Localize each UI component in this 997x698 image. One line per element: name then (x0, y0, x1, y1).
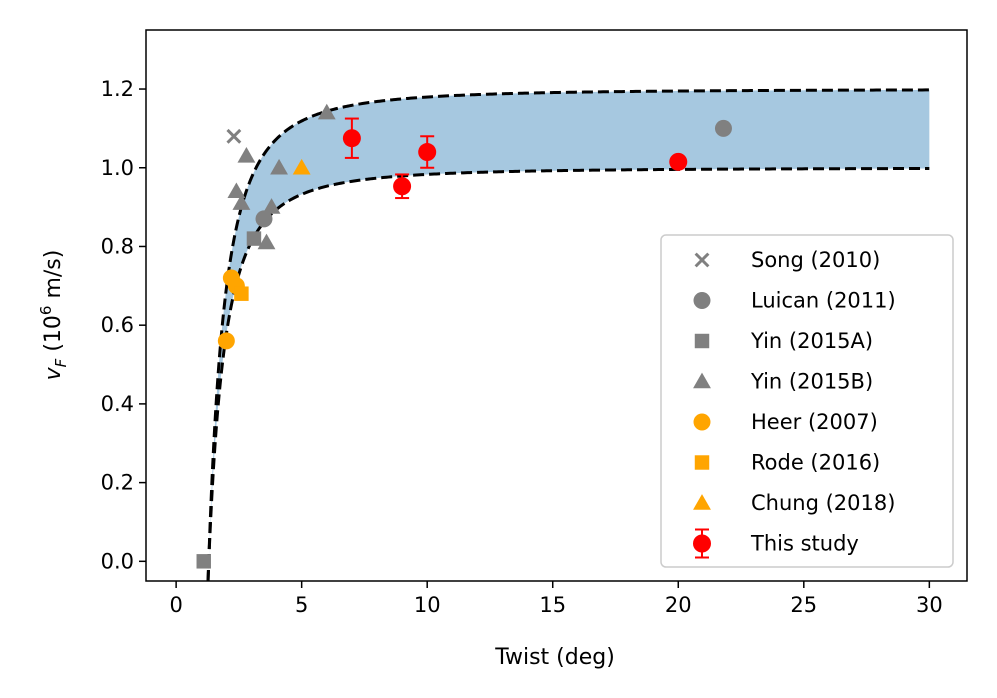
legend-label: Chung (2018) (751, 491, 895, 515)
y-tick-label: 0.4 (101, 392, 134, 416)
data-point (217, 332, 235, 350)
y-axis-title-symbol: v (41, 366, 66, 380)
data-point (232, 194, 251, 210)
y-tick-label: 1.0 (101, 156, 134, 180)
legend-label: Yin (2015B) (750, 370, 873, 394)
data-point (342, 129, 361, 148)
x-tick-label: 5 (295, 593, 308, 617)
plot-area (196, 88, 930, 582)
legend-box (660, 234, 954, 568)
series-5 (234, 286, 249, 301)
band-fill (207, 89, 930, 582)
x-tick-label: 0 (169, 593, 182, 617)
data-point (255, 210, 273, 228)
series-7 (342, 117, 688, 200)
legend-label: This study (750, 532, 859, 556)
data-point (226, 128, 242, 144)
legend-label: Luican (2011) (751, 289, 896, 313)
data-point (237, 147, 256, 163)
y-axis-title-unit-open: (10 (41, 315, 66, 359)
legend-label: Rode (2016) (751, 451, 880, 475)
data-point (317, 103, 336, 120)
x-tick-label: 15 (539, 593, 566, 617)
y-tick-label: 0.0 (101, 549, 134, 573)
series-6 (292, 158, 311, 175)
y-tick-label: 0.8 (101, 234, 134, 258)
axes-frame (145, 29, 968, 582)
x-tick-label: 30 (916, 593, 943, 617)
data-point (714, 119, 732, 137)
data-point (234, 286, 249, 301)
x-tick-label: 20 (665, 593, 692, 617)
data-point (270, 158, 288, 175)
y-tick-label: 0.6 (101, 313, 134, 337)
legend-marker (693, 534, 711, 553)
data-point (257, 233, 276, 250)
legend: Song (2010) Luican (2011) Yin (2015A) Yin (… (660, 234, 954, 568)
series-1 (255, 119, 732, 228)
y-tick-label: 1.2 (101, 77, 134, 101)
legend-marker (694, 455, 710, 470)
x-axis-ticks: 0 5 10 15 20 25 30 (169, 581, 943, 617)
data-point (669, 152, 688, 171)
legend-marker (694, 252, 710, 268)
data-point (246, 231, 262, 246)
series-3 (227, 103, 336, 250)
legend-label: Song (2010) (751, 248, 880, 272)
data-point (393, 177, 412, 196)
x-tick-label: 10 (414, 593, 441, 617)
legend-marker (693, 413, 711, 431)
series-4 (217, 269, 245, 350)
legend-marker-stroke (694, 252, 710, 268)
data-point (262, 198, 281, 214)
series-2 (196, 231, 262, 569)
legend-marker (693, 494, 711, 510)
y-axis-title-unit-exponent: 6 (37, 306, 55, 316)
y-axis-title: vF (106 m/s) (37, 250, 70, 381)
y-tick-label: 0.2 (101, 471, 134, 495)
y-axis-title-unit-close: m/s) (41, 250, 66, 306)
legend-label: Heer (2007) (751, 410, 878, 434)
data-points (196, 103, 732, 569)
y-axis-ticks: 0.0 0.2 0.4 0.6 0.8 1.0 1.2 (101, 77, 146, 573)
y-axis-title-subscript: F (52, 358, 70, 367)
data-point-stroke (226, 128, 242, 144)
data-point (227, 182, 246, 199)
x-tick-label: 25 (790, 593, 817, 617)
legend-marker (694, 333, 710, 349)
legend-marker (693, 292, 711, 309)
data-point (196, 554, 211, 569)
data-point (292, 158, 311, 175)
band-lower-curve (206, 166, 930, 582)
x-axis-title: Twist (deg) (494, 645, 615, 670)
series-0 (226, 128, 242, 144)
legend-label: Yin (2015A) (750, 329, 873, 353)
data-point (418, 143, 437, 162)
legend-marker (693, 372, 711, 389)
